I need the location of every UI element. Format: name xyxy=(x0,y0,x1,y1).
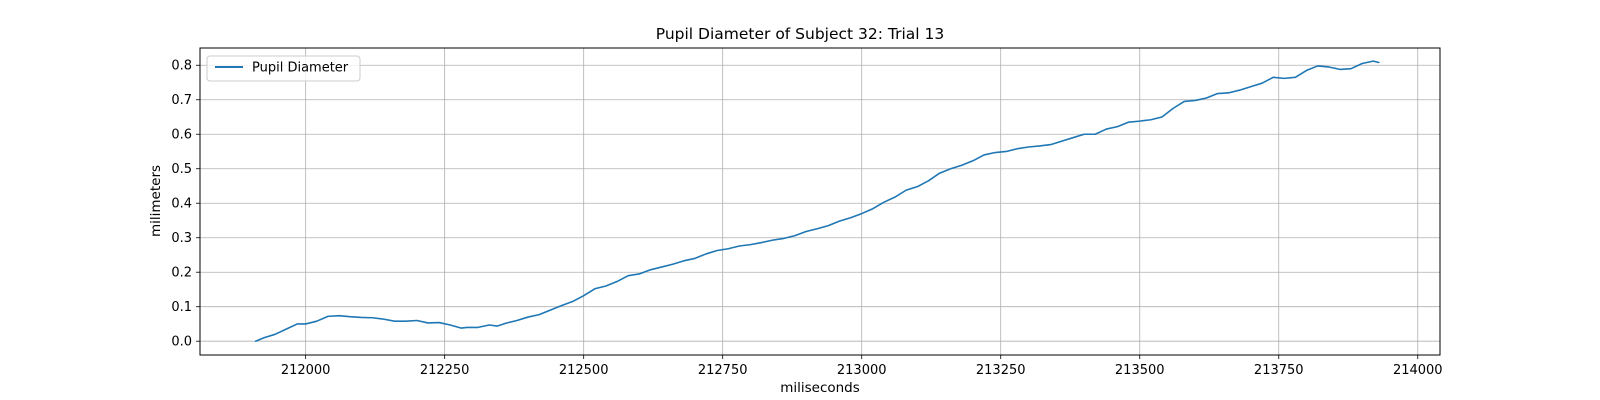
chart-title: Pupil Diameter of Subject 32: Trial 13 xyxy=(656,25,945,43)
y-tick-label: 0.0 xyxy=(171,335,192,350)
x-tick-label: 213250 xyxy=(976,363,1026,378)
x-tick-label: 212250 xyxy=(420,363,470,378)
x-tick-label: 212000 xyxy=(281,363,331,378)
y-tick-label: 0.3 xyxy=(171,231,192,246)
plot-frame xyxy=(199,47,1441,356)
y-tick-label: 0.5 xyxy=(171,162,192,177)
series-line-pupil-diameter xyxy=(254,60,1380,343)
x-tick-label: 212500 xyxy=(559,363,609,378)
plot-lines xyxy=(254,60,1380,343)
x-tick-label: 212750 xyxy=(698,363,748,378)
x-tick-label: 214000 xyxy=(1393,363,1443,378)
y-tick-label: 0.7 xyxy=(171,93,192,108)
y-tick-label: 0.2 xyxy=(171,266,192,281)
y-tick-label: 0.6 xyxy=(171,128,192,143)
legend: Pupil Diameter xyxy=(206,55,361,82)
x-tick-label: 213000 xyxy=(837,363,887,378)
y-tick-label: 0.1 xyxy=(171,300,192,315)
x-axis-title: miliseconds xyxy=(780,380,860,396)
x-tick-label: 213750 xyxy=(1254,363,1304,378)
y-tick-label: 0.4 xyxy=(171,197,192,212)
x-tick-label: 213500 xyxy=(1115,363,1165,378)
y-tick-label: 0.8 xyxy=(171,59,192,74)
axis-ticks: 212000 212250 212500 212750 213000 213250 2135… xyxy=(171,59,1442,378)
grid-lines xyxy=(200,48,1440,355)
y-axis-title: milimeters xyxy=(148,165,164,237)
legend-box xyxy=(206,55,361,82)
legend-label-pupil-diameter: Pupil Diameter xyxy=(252,61,349,76)
